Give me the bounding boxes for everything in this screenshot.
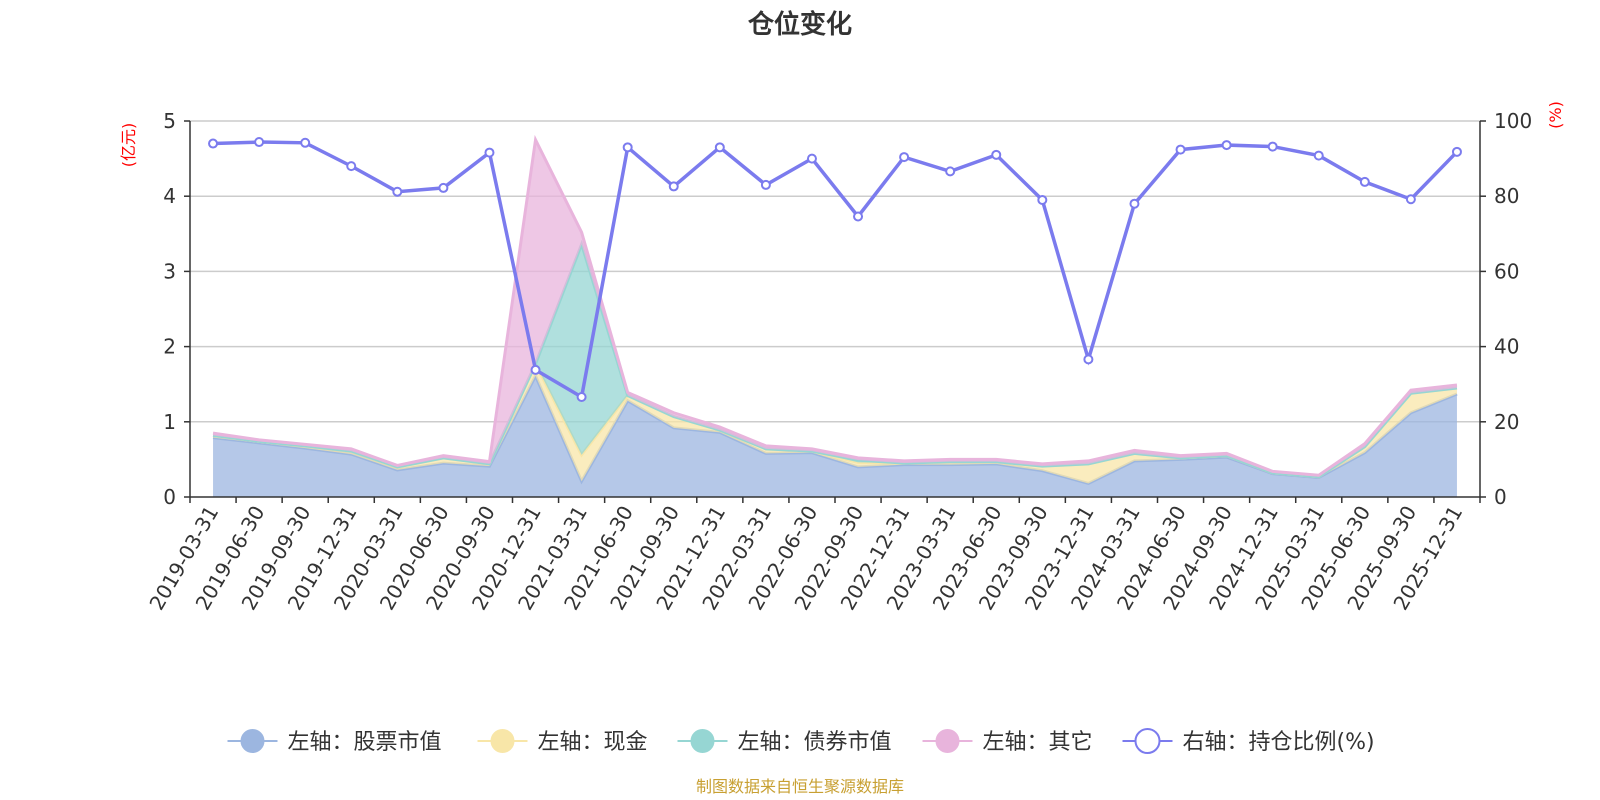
ratio-point [760,179,771,190]
ratio-point [438,182,449,193]
ratio-point [806,153,817,164]
ratio-point [1359,176,1370,187]
ratio-point [1083,354,1094,365]
left-tick-label: 1 [163,410,176,434]
right-tick-label: 80 [1494,184,1519,208]
legend-marker [490,729,515,753]
line-series [208,137,1462,402]
ratio-point [622,142,633,153]
area-series [212,134,1458,497]
ratio-point [1037,194,1048,205]
left-tick-label: 0 [163,485,176,509]
chart-title: 仓位变化 [747,9,852,40]
legend-item-5: 右轴：持仓比例(%) [1122,728,1375,755]
legend-item-1: 左轴：股票市值 [227,729,442,755]
ratio-point [714,142,725,153]
ratio-point [254,137,265,148]
legend-label: 右轴：持仓比例(%) [1183,730,1375,755]
right-tick-label: 100 [1494,109,1532,133]
ratio-point [945,166,956,177]
left-tick-label: 3 [163,259,176,283]
legend-item-2: 左轴：现金 [477,729,648,755]
legend-label: 左轴：债券市值 [738,730,892,755]
left-tick-label: 2 [163,335,176,359]
ratio-point [1313,150,1324,161]
ratio-point [346,161,357,172]
ratio-point [392,186,403,197]
right-tick-label: 60 [1494,259,1519,283]
ratio-point [300,137,311,148]
ratio-point [1405,194,1416,205]
right-axis-ticks: 0 20 40 60 80 100 [1480,109,1532,509]
ratio-point [530,364,541,375]
legend-marker [240,729,265,753]
right-tick-label: 40 [1494,335,1519,359]
area-1 [213,375,1457,497]
legend-marker [690,729,715,753]
legend-item-4: 左轴：其它 [922,729,1093,755]
ratio-line [212,140,1459,400]
ratio-point [899,152,910,163]
ratio-point [668,181,679,192]
area-edge-4 [212,134,1458,477]
legend-label: 左轴：其它 [983,730,1093,755]
left-axis-unit: (亿元) [119,123,138,168]
ratio-point [576,391,587,402]
ratio-point [1221,140,1232,151]
right-axis-unit: (%) [1546,101,1565,129]
ratio-point [1129,198,1140,209]
area-2 [213,363,1457,484]
legend-label: 左轴：股票市值 [288,730,442,755]
gridlines [190,120,1480,423]
area-edge-3 [212,239,1458,479]
right-tick-label: 20 [1494,410,1519,434]
plot-area [189,120,1481,503]
axes [189,121,1481,503]
ratio-point [484,147,495,158]
ratio-point [1451,146,1462,157]
legend-item-3: 左轴：债券市值 [677,729,892,755]
legend-marker [1134,728,1161,754]
legend-marker [935,729,960,753]
x-axis-ticks: 2019-03-312019-06-302019-09-302019-12-31… [144,501,1467,614]
right-tick-label: 0 [1494,485,1507,509]
left-axis-ticks: 0 1 2 3 4 5 [163,109,190,509]
ratio-point [1267,141,1278,152]
ratio-point [991,149,1002,160]
data-source-note: 制图数据来自恒生聚源数据库 [696,777,904,796]
legend: 左轴：股票市值 左轴：现金 左轴：债券市值 左轴：其它 右轴：持仓比例(%) [227,728,1375,755]
ratio-point [1175,144,1186,155]
ratio-point [208,138,219,149]
left-tick-label: 5 [163,109,176,133]
area-3 [213,244,1457,477]
ratio-point [853,211,864,222]
legend-label: 左轴：现金 [538,730,648,755]
left-tick-label: 4 [163,184,176,208]
